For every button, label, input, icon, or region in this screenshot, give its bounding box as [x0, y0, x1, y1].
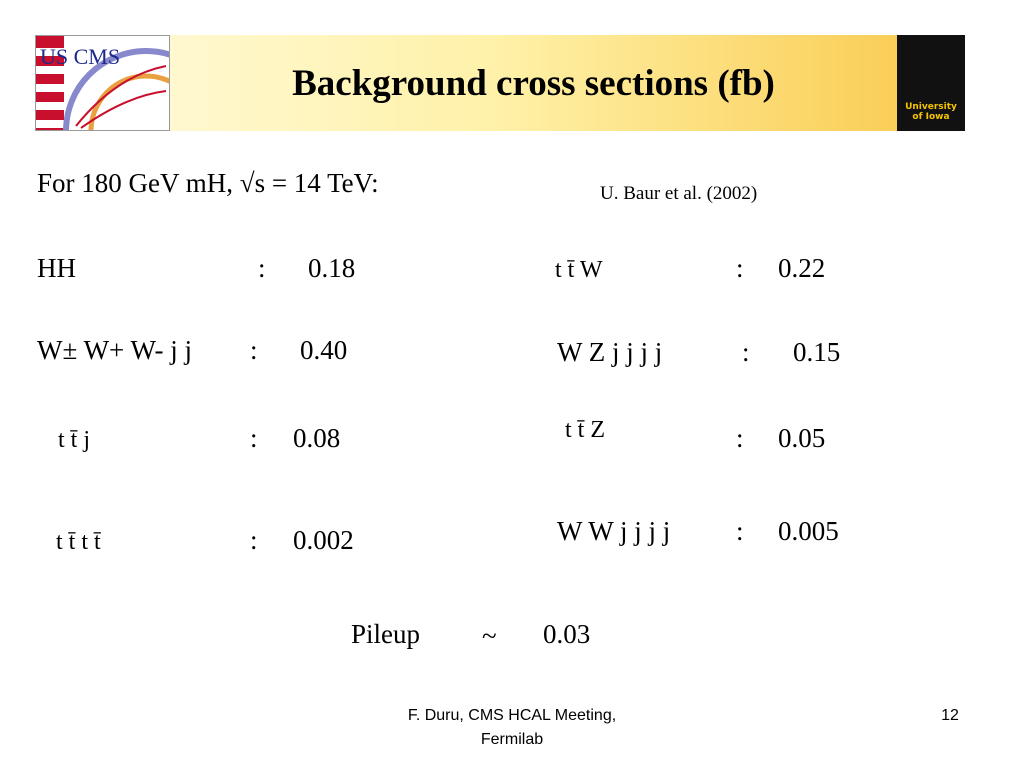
entry-label: t t̄ j — [58, 427, 91, 453]
entry-label: W Z j j j j — [557, 337, 663, 367]
logo-text: University of Iowa — [905, 102, 957, 122]
footer-author: F. Duru, CMS HCAL Meeting, — [407, 707, 617, 724]
entry-label: t t̄ t t̄ — [56, 529, 101, 555]
reference: U. Baur et al. (2002) — [600, 183, 758, 204]
entry-value: 0.40 — [300, 335, 348, 365]
logo-uscms: US CMS — [35, 35, 170, 131]
entry-value: 0.08 — [293, 423, 341, 453]
entry-separator: : — [258, 253, 266, 283]
entry-label: W W j j j j — [557, 516, 671, 546]
entry-separator: : — [742, 337, 750, 367]
pileup-separator: ~ — [482, 621, 497, 651]
logo-text: US CMS — [40, 44, 121, 69]
entry-value: 0.005 — [778, 516, 839, 546]
entry-separator: : — [736, 516, 744, 546]
entry-separator: : — [736, 423, 744, 453]
entry-label: HH — [37, 253, 76, 283]
entry-label: t t̄ Z — [565, 417, 605, 443]
footer-venue: Fermilab — [480, 731, 544, 748]
entry-separator: : — [250, 335, 258, 365]
entry-value: 0.18 — [308, 253, 356, 283]
entry-label: t t̄ W — [555, 257, 603, 283]
intro: For 180 GeV mH, √s = 14 TeV: — [37, 168, 379, 198]
logo-iowa: University of Iowa — [897, 35, 965, 131]
entry-value: 0.05 — [778, 423, 826, 453]
page-number: 12 — [941, 707, 959, 724]
entry-separator: : — [250, 423, 258, 453]
slide-title: Background cross sections (fb) — [292, 63, 775, 104]
entry-value: 0.22 — [778, 253, 826, 283]
pileup-label: Pileup — [351, 619, 421, 649]
entry-value: 0.002 — [293, 525, 354, 555]
title-band — [35, 35, 965, 131]
logo-art — [36, 36, 169, 130]
entry-value: 0.15 — [793, 337, 841, 367]
entry-separator: : — [736, 253, 744, 283]
entry-label: W± W+ W- j j — [37, 335, 193, 365]
entry-separator: : — [250, 525, 258, 555]
pileup-value: 0.03 — [543, 619, 591, 649]
